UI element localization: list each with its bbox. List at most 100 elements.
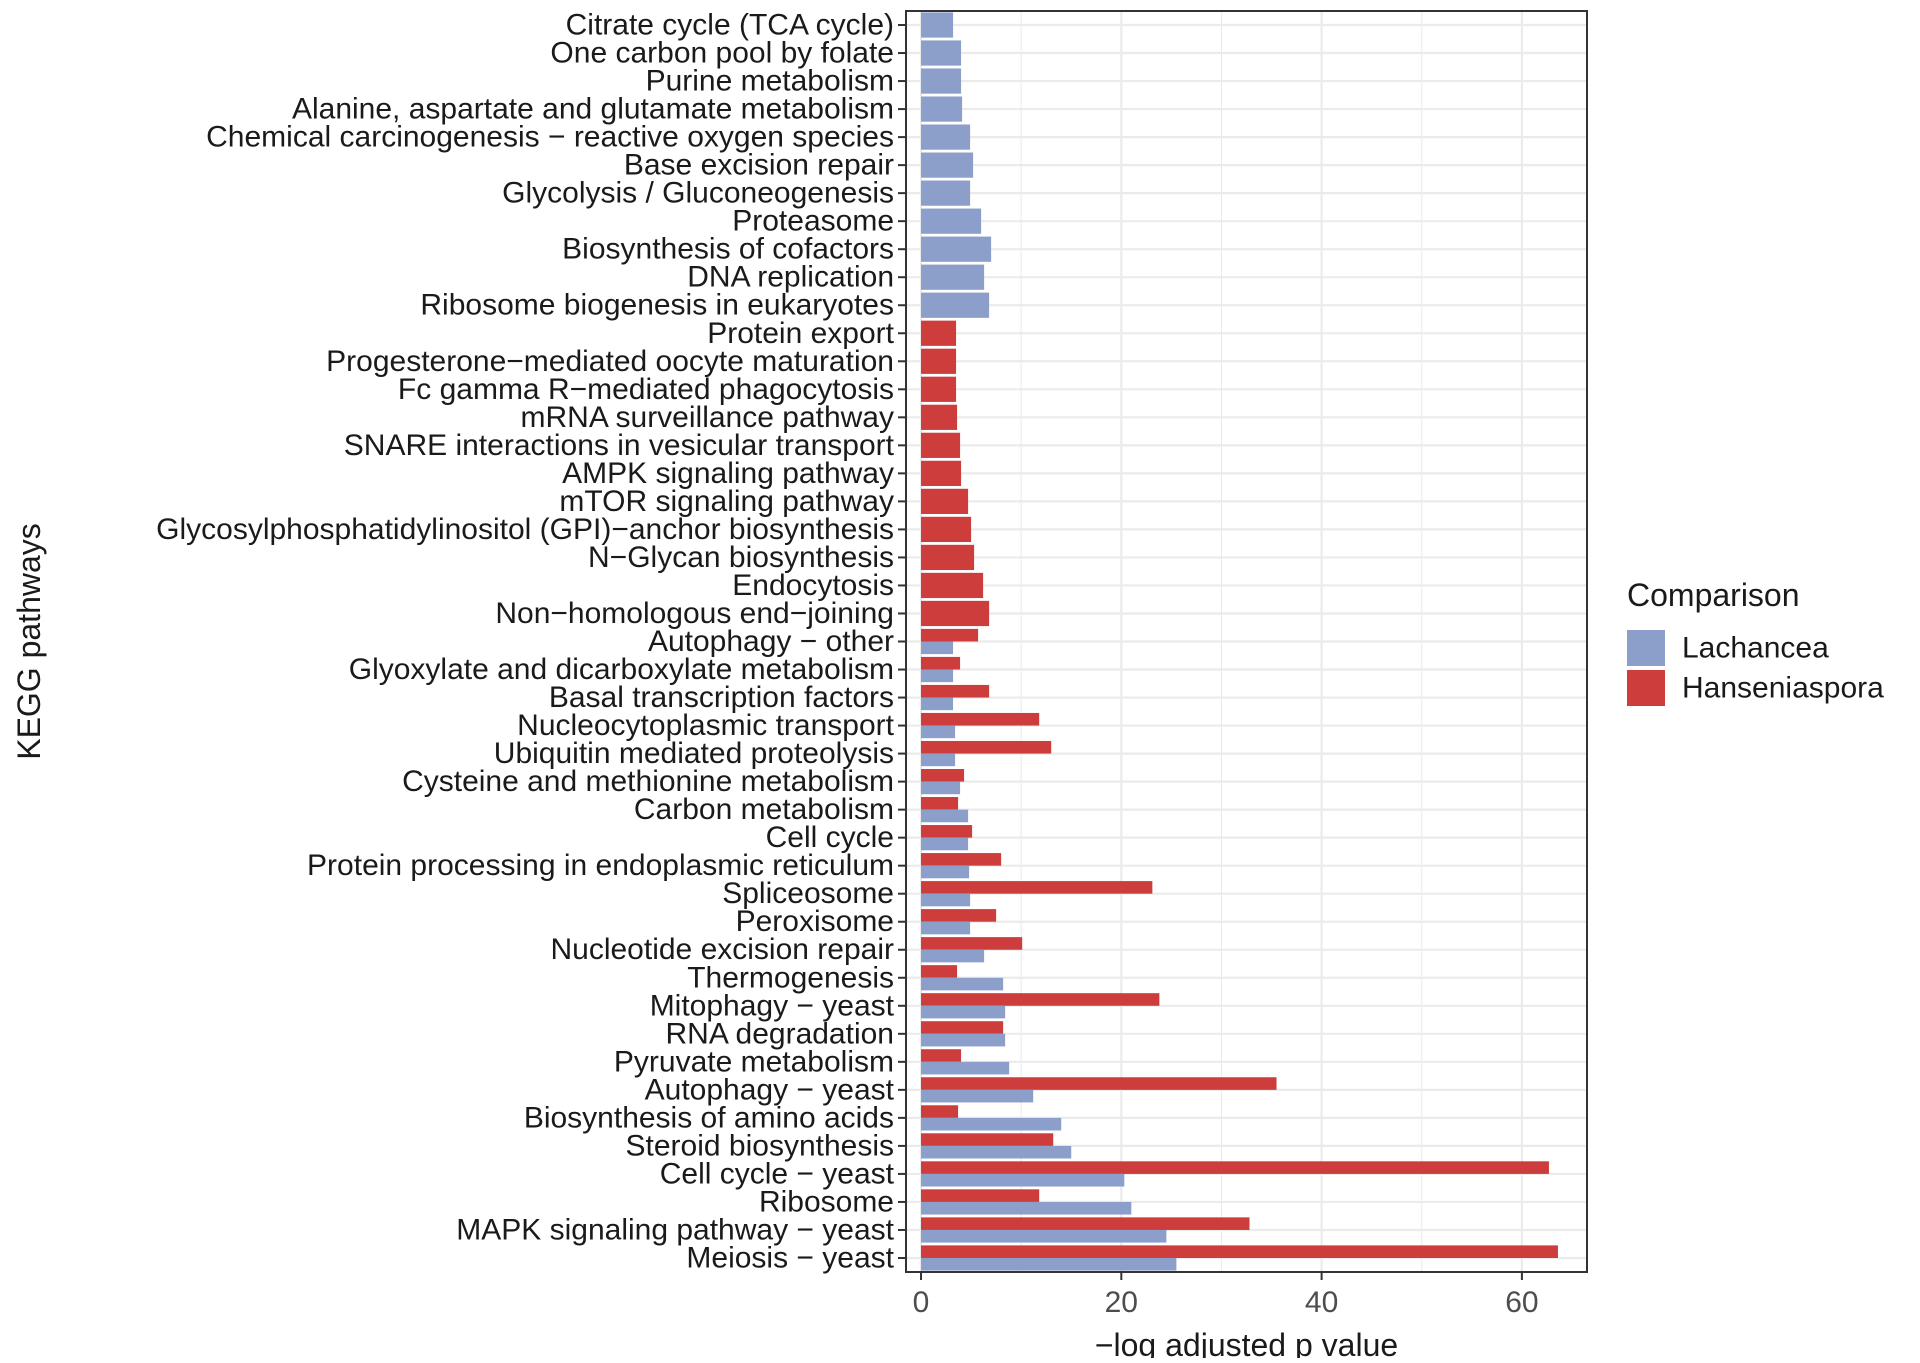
bar-hanseniaspora (921, 320, 957, 346)
category-label: Steroid biosynthesis (626, 1129, 894, 1162)
category-label: Fc gamma R−mediated phagocytosis (398, 373, 894, 406)
category-label: RNA degradation (666, 1017, 895, 1050)
y-axis: Citrate cycle (TCA cycle)One carbon pool… (156, 9, 906, 1274)
category-label: One carbon pool by folate (550, 37, 894, 70)
x-tick-label: 60 (1505, 1286, 1538, 1319)
bar-hanseniaspora (921, 993, 1160, 1006)
bar-hanseniaspora (921, 376, 957, 402)
bar-hanseniaspora (921, 1245, 1558, 1258)
bar-lachancea (921, 949, 985, 963)
category-label: AMPK signaling pathway (562, 457, 894, 490)
legend: Comparison Lachancea Hanseniaspora (1627, 577, 1884, 706)
bar-lachancea (921, 12, 954, 38)
legend-label-lachancea: Lachancea (1682, 632, 1829, 665)
category-label: Pyruvate metabolism (614, 1045, 894, 1078)
x-axis-title: −log adjusted p value (1095, 1327, 1398, 1358)
legend-key-lachancea (1627, 630, 1665, 666)
bar-hanseniaspora (921, 488, 969, 514)
bar-lachancea (921, 124, 971, 150)
bar-lachancea (921, 96, 963, 122)
category-label: Proteasome (732, 205, 894, 238)
category-label: Endocytosis (732, 569, 894, 602)
bar-lachancea (921, 641, 954, 655)
bar-hanseniaspora (921, 432, 961, 458)
bar-lachancea (921, 292, 990, 318)
bar-lachancea (921, 236, 992, 262)
bar-hanseniaspora (921, 1133, 1054, 1146)
bar-lachancea (921, 152, 974, 178)
category-label: Cell cycle (766, 821, 894, 854)
bar-lachancea (921, 921, 971, 935)
bar-lachancea (921, 1257, 1177, 1271)
bar-lachancea (921, 68, 962, 94)
category-label: Glycolysis / Gluconeogenesis (502, 177, 894, 210)
category-label: Citrate cycle (TCA cycle) (566, 9, 894, 42)
bar-hanseniaspora (921, 348, 957, 374)
bar-lachancea (921, 865, 970, 879)
legend-label-hanseniaspora: Hanseniaspora (1682, 672, 1884, 705)
category-label: mTOR signaling pathway (559, 485, 894, 518)
bar-lachancea (921, 697, 954, 711)
category-label: Ubiquitin mediated proteolysis (494, 737, 894, 770)
category-label: Ribosome biogenesis in eukaryotes (420, 289, 894, 322)
bar-hanseniaspora (921, 1189, 1040, 1202)
category-label: Protein export (707, 317, 894, 350)
bar-lachancea (921, 893, 971, 907)
bar-lachancea (921, 1061, 1010, 1075)
bar-lachancea (921, 1145, 1072, 1159)
bar-hanseniaspora (921, 516, 972, 543)
category-label: Biosynthesis of cofactors (562, 233, 894, 266)
bar-hanseniaspora (921, 769, 965, 782)
bar-lachancea (921, 208, 982, 234)
category-label: mRNA surveillance pathway (521, 401, 895, 434)
bar-lachancea (921, 977, 1004, 991)
bar-hanseniaspora (921, 1049, 962, 1062)
bar-hanseniaspora (921, 1217, 1250, 1230)
category-label: Basal transcription factors (549, 681, 894, 714)
bar-hanseniaspora (921, 1077, 1277, 1090)
category-label: Ribosome (759, 1185, 894, 1218)
bar-hanseniaspora (921, 600, 990, 627)
bar-lachancea (921, 1117, 1062, 1131)
category-label: Mitophagy − yeast (650, 989, 895, 1022)
category-label: Nucleotide excision repair (550, 933, 894, 966)
bar-hanseniaspora (921, 853, 1002, 866)
category-label: MAPK signaling pathway − yeast (456, 1213, 894, 1246)
category-label: Base excision repair (624, 149, 894, 182)
bar-hanseniaspora (921, 712, 1040, 726)
bar-lachancea (921, 1089, 1034, 1103)
bar-lachancea (921, 781, 961, 795)
bar-lachancea (921, 180, 971, 206)
category-label: Progesterone−mediated oocyte maturation (326, 345, 894, 378)
bar-lachancea (921, 1005, 1006, 1019)
bar-lachancea (921, 753, 956, 767)
bar-lachancea (921, 1229, 1167, 1243)
bar-lachancea (921, 264, 985, 290)
bar-hanseniaspora (921, 404, 958, 430)
bar-lachancea (921, 40, 962, 66)
bar-hanseniaspora (921, 1105, 959, 1118)
category-label: Autophagy − yeast (645, 1073, 895, 1106)
x-tick-label: 20 (1105, 1286, 1138, 1319)
bar-hanseniaspora (921, 628, 979, 642)
bar-lachancea (921, 725, 956, 739)
bar-hanseniaspora (921, 684, 990, 698)
category-label: Biosynthesis of amino acids (524, 1101, 894, 1134)
bar-lachancea (921, 669, 954, 683)
bars (921, 12, 1558, 1271)
category-label: DNA replication (687, 261, 894, 294)
y-axis-title: KEGG pathways (11, 523, 47, 760)
bar-hanseniaspora (921, 965, 958, 978)
x-tick-label: 0 (913, 1286, 930, 1319)
category-label: Purine metabolism (646, 65, 894, 98)
gridlines (906, 11, 1587, 1272)
category-label: Nucleocytoplasmic transport (517, 709, 894, 742)
category-label: Carbon metabolism (634, 793, 894, 826)
category-label: Autophagy − other (648, 625, 894, 658)
category-label: Spliceosome (722, 877, 894, 910)
category-label: Glycosylphosphatidylinositol (GPI)−ancho… (156, 513, 894, 546)
bar-hanseniaspora (921, 881, 1153, 894)
x-axis: 0 20 40 60 (913, 1272, 1539, 1319)
